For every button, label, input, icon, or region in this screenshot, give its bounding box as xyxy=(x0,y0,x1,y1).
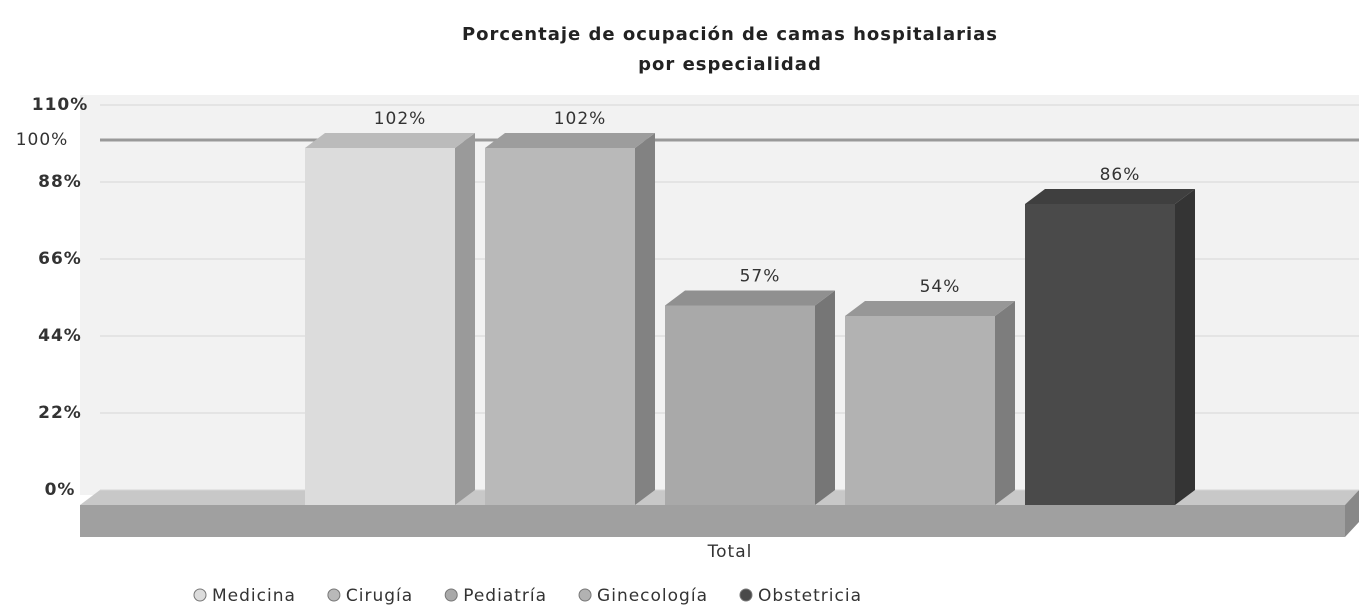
legend-swatch xyxy=(327,588,341,602)
legend-label: Ginecología xyxy=(597,586,708,606)
value-label: 102% xyxy=(374,109,427,129)
bar xyxy=(665,305,815,505)
y-tick-label: 110% xyxy=(32,95,89,115)
floor-side xyxy=(1345,490,1359,537)
bar-top xyxy=(845,301,1015,316)
bar-side xyxy=(995,301,1015,505)
bar-side xyxy=(815,290,835,505)
chart-title: por especialidad xyxy=(638,54,822,75)
chart-title: Porcentaje de ocupación de camas hospita… xyxy=(462,24,998,45)
legend-swatch xyxy=(578,588,592,602)
bar-side xyxy=(455,133,475,505)
value-label: 86% xyxy=(1100,165,1141,185)
legend-swatch xyxy=(739,588,753,602)
legend-label: Pediatría xyxy=(463,586,547,606)
bar-top xyxy=(305,133,475,148)
legend-swatch xyxy=(444,588,458,602)
legend-label: Cirugía xyxy=(346,586,413,606)
bar xyxy=(485,148,635,505)
bar-top xyxy=(485,133,655,148)
bar xyxy=(845,316,995,505)
y-tick-label: 88% xyxy=(38,172,82,192)
value-label: 57% xyxy=(740,267,781,287)
legend-label: Obstetricia xyxy=(758,586,862,606)
bar xyxy=(1025,204,1175,505)
value-label: 102% xyxy=(554,109,607,129)
y-tick-label: 22% xyxy=(38,403,82,423)
value-label: 54% xyxy=(920,277,961,297)
legend-swatch xyxy=(193,588,207,602)
reference-label: 100% xyxy=(16,130,69,150)
bar-top xyxy=(665,290,835,306)
bar-side xyxy=(1175,189,1195,505)
bar-top xyxy=(1025,189,1195,204)
x-axis-label: Total xyxy=(707,542,753,562)
bar-side xyxy=(635,133,655,505)
legend-label: Medicina xyxy=(212,586,296,606)
y-tick-label: 66% xyxy=(38,249,82,269)
y-tick-label: 44% xyxy=(38,326,82,346)
y-tick-label: 0% xyxy=(45,480,76,500)
bar xyxy=(305,148,455,505)
floor-front xyxy=(80,505,1345,537)
